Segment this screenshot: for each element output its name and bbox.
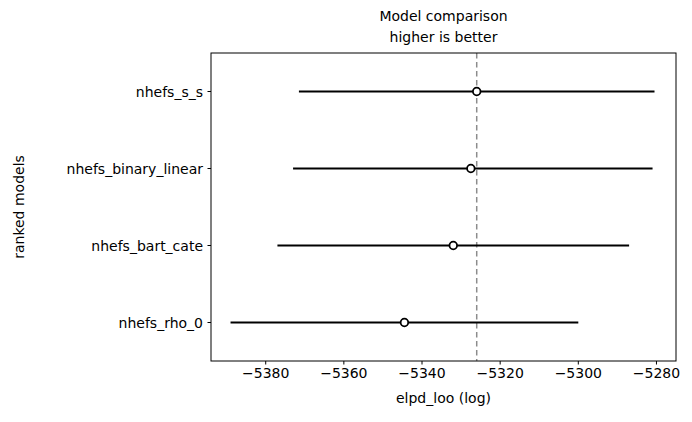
x-tick-label: −5320 <box>476 365 523 381</box>
y-tick-label-nhefs_bart_cate: nhefs_bart_cate <box>91 238 203 254</box>
y-tick-label-nhefs_s_s: nhefs_s_s <box>136 84 203 100</box>
x-axis-label: elpd_loo (log) <box>211 390 676 406</box>
plot-border <box>211 53 676 361</box>
x-tick-label: −5380 <box>242 365 289 381</box>
y-tick-label-nhefs_rho_0: nhefs_rho_0 <box>119 315 203 331</box>
x-tick-label: −5360 <box>320 365 367 381</box>
plot-svg: nhefs_s_s nhefs_binary_linear nhefs_bart_c… <box>0 0 692 422</box>
elpd-marker-nhefs_binary_linear <box>467 165 475 173</box>
elpd-marker-nhefs_s_s <box>473 88 481 96</box>
y-tick-label-nhefs_binary_linear: nhefs_binary_linear <box>67 161 204 177</box>
x-tick-label: −5280 <box>633 365 680 381</box>
elpd-marker-nhefs_rho_0 <box>401 319 409 327</box>
x-tick-label: −5300 <box>555 365 602 381</box>
model-comparison-figure: Model comparison higher is better ranked… <box>0 0 692 422</box>
elpd-marker-nhefs_bart_cate <box>449 242 457 250</box>
x-tick-label: −5340 <box>398 365 445 381</box>
